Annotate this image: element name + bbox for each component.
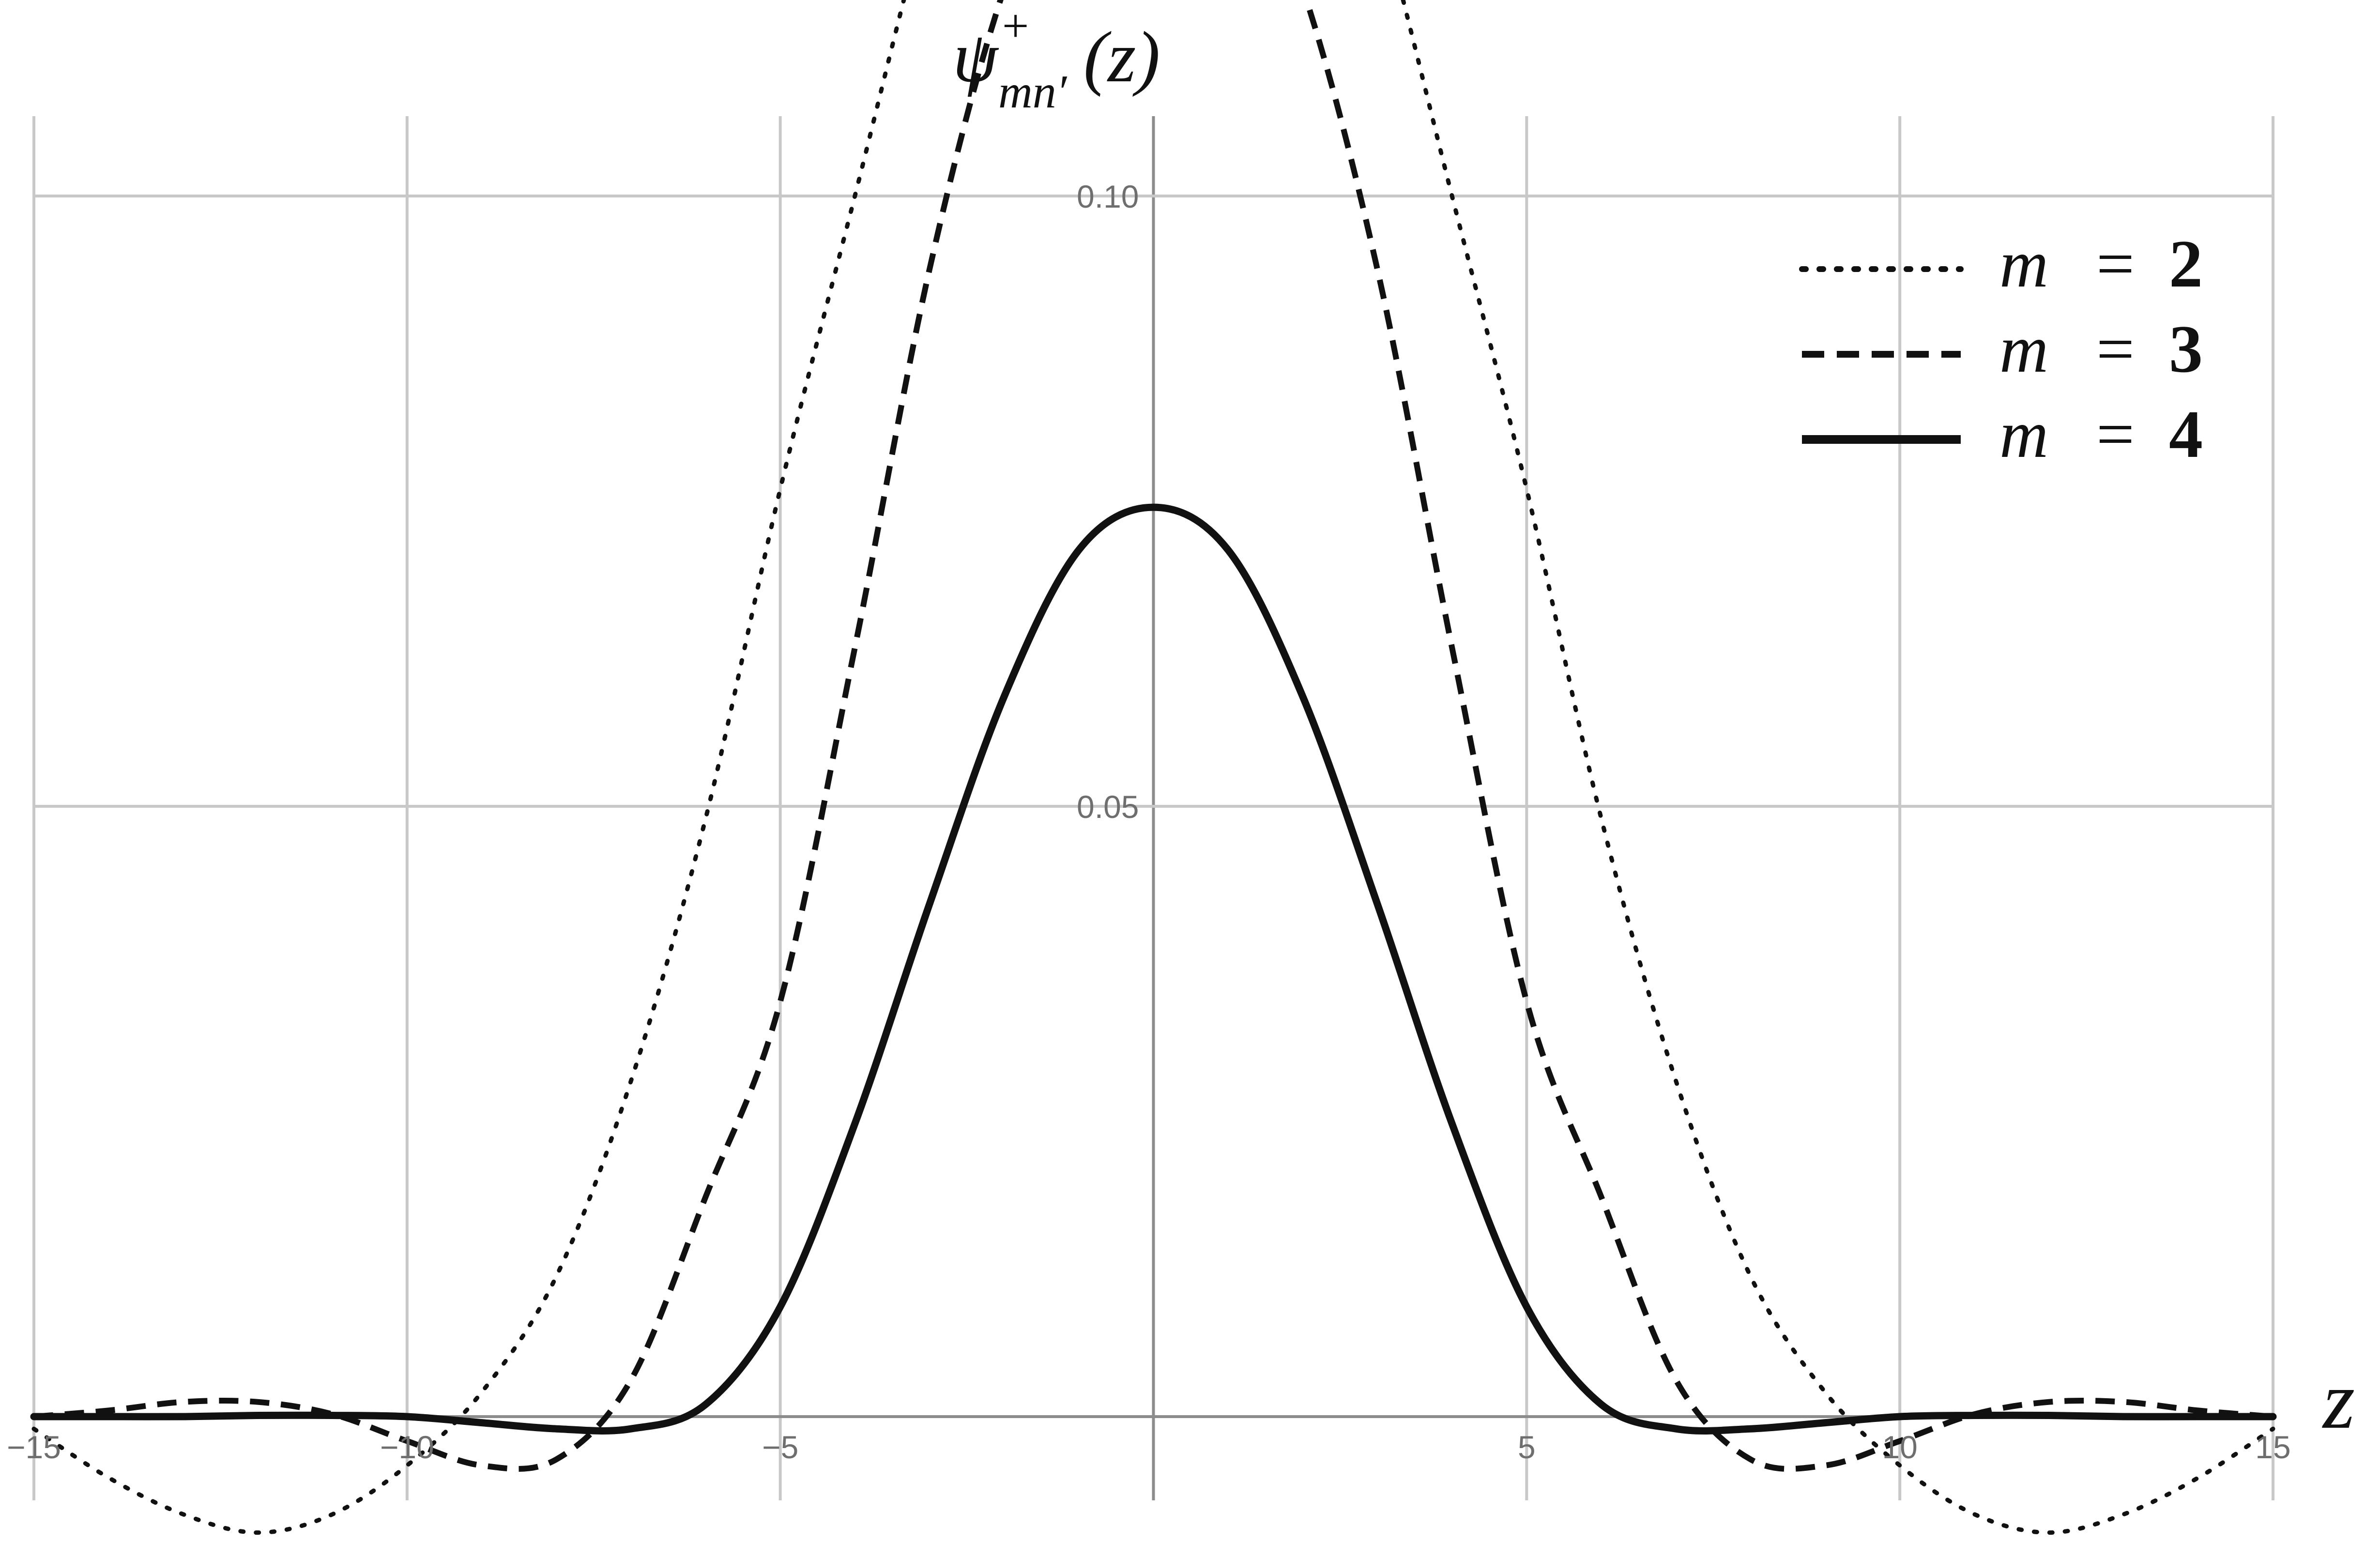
series-line-dashed [33, 0, 2273, 1472]
legend-label-value: 4 [2169, 397, 2203, 472]
y-axis-superscript: + [1002, 0, 1029, 52]
series-line-dotted [31, 0, 2275, 1535]
legend-label-variable: m [1999, 227, 2048, 302]
series-layer [30, 0, 2277, 1535]
y-tick-label: 0.05 [1077, 789, 1139, 825]
legend-label-equals: = [2096, 397, 2135, 472]
x-tick-label: 10 [1882, 1429, 1917, 1465]
x-tick-label: −10 [380, 1429, 434, 1465]
x-tick-label: −15 [7, 1429, 61, 1465]
legend-entry-m2: m = 2 [1799, 227, 2203, 302]
x-tick-label: 15 [2255, 1429, 2290, 1465]
legend: m = 2 m = 3 m = 4 [1799, 227, 2203, 472]
y-axis-title: ψ + mn′ (z) [953, 0, 1160, 118]
legend-label-variable: m [1999, 397, 2048, 472]
series-line-solid [30, 503, 2277, 1435]
x-axis-title: z [2322, 1355, 2355, 1446]
legend-label-equals: = [2096, 312, 2135, 387]
y-tick-label: 0.10 [1077, 179, 1139, 214]
legend-label-value: 3 [2169, 312, 2203, 387]
grid-layer [32, 116, 2274, 1500]
legend-label-equals: = [2096, 227, 2135, 302]
y-axis-argument: (z) [1083, 17, 1160, 97]
legend-entry-m4: m = 4 [1802, 397, 2203, 472]
legend-label-variable: m [1999, 312, 2048, 387]
x-tick-label: 5 [1518, 1429, 1536, 1465]
y-axis-symbol: ψ [953, 17, 999, 97]
y-axis-subscript: mn′ [998, 66, 1068, 118]
legend-entry-m3: m = 3 [1802, 312, 2203, 387]
x-tick-label: −5 [762, 1429, 798, 1465]
legend-label-value: 2 [2169, 227, 2203, 302]
